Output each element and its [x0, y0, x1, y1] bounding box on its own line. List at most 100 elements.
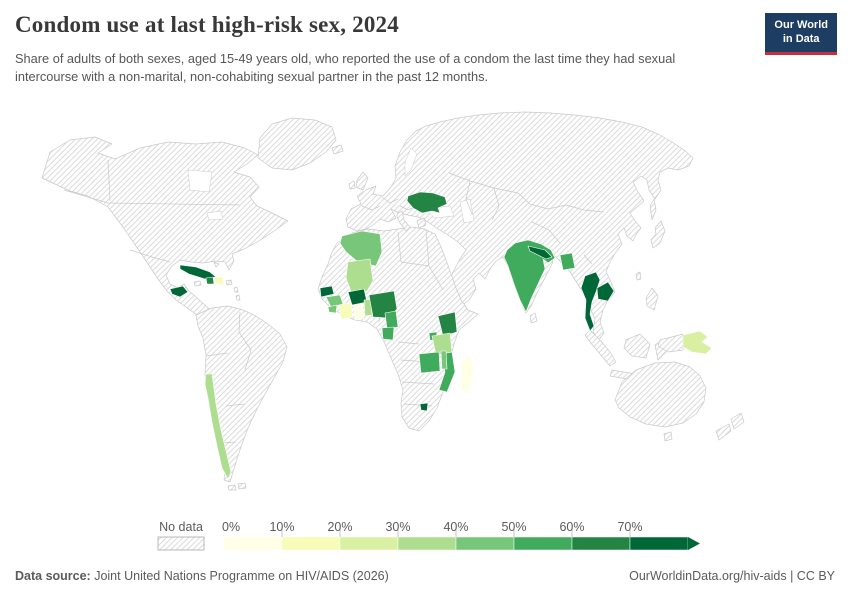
country-cambodia[interactable]	[596, 281, 615, 302]
lake-baltic-sea	[404, 147, 418, 177]
country-guinea[interactable]	[325, 294, 344, 308]
legend-tick-label-70: 70%	[617, 520, 642, 534]
landmass-tasmania	[663, 431, 673, 442]
landmass-japan	[650, 220, 666, 249]
internal-border	[448, 172, 519, 194]
country-ghana[interactable]	[353, 301, 365, 321]
country-haiti[interactable]	[205, 276, 215, 285]
internal-border	[583, 254, 593, 265]
internal-border	[397, 231, 402, 263]
legend-bin-20[interactable]	[339, 536, 399, 551]
internal-border	[205, 352, 229, 357]
country-cameroon[interactable]	[384, 310, 399, 330]
legend-tick-label-50: 50%	[501, 520, 526, 534]
internal-border	[63, 189, 241, 206]
landmass-sakhalin	[649, 198, 657, 221]
country-malawi[interactable]	[440, 350, 448, 370]
landmass-iceland	[331, 144, 344, 155]
internal-border	[381, 196, 399, 204]
landmass-greece	[416, 217, 427, 229]
data-source-label: Data source:	[15, 569, 91, 583]
country-chile[interactable]	[204, 373, 232, 480]
page-title: Condom use at last high-risk sex, 2024	[15, 12, 399, 37]
owid-logo-line1: Our World	[774, 19, 828, 31]
landmass-north-america	[41, 136, 289, 331]
country-india[interactable]	[503, 239, 556, 313]
internal-border	[428, 265, 444, 291]
landmass-philippines	[645, 287, 659, 311]
world-map	[0, 105, 850, 513]
legend-no-data-label: No data	[159, 520, 203, 534]
country-mozambique[interactable]	[438, 351, 456, 393]
chart-subtitle: Share of adults of both sexes, aged 15-4…	[15, 51, 676, 84]
country-sierra-leone[interactable]	[327, 304, 338, 314]
legend-bin-50[interactable]	[513, 536, 573, 551]
legend-tick-label-30: 30%	[385, 520, 410, 534]
legend-tick-label-20: 20%	[327, 520, 352, 534]
country-honduras[interactable]	[169, 285, 189, 298]
country-ukraine[interactable]	[406, 191, 448, 214]
owid-logo[interactable]: Our World in Data	[765, 13, 837, 55]
landmass-tierra-del-fuego	[227, 484, 237, 491]
owid-url-link[interactable]: OurWorldinData.org/hiv-aids | CC BY	[629, 569, 835, 583]
country-cuba[interactable]	[179, 264, 217, 280]
country-lesotho[interactable]	[419, 402, 429, 412]
landmass-jamaica	[193, 280, 202, 287]
legend-bin-70[interactable]	[629, 536, 689, 551]
country-thailand[interactable]	[580, 271, 601, 332]
landmass-falkland-islands	[237, 482, 247, 490]
landmass-lesser-antilles-2	[235, 294, 241, 301]
country-gabon[interactable]	[381, 326, 395, 341]
country-benin[interactable]	[363, 298, 373, 317]
landmass-new-zealand-south	[715, 423, 732, 441]
legend-tick-label-60: 60%	[559, 520, 584, 534]
data-source: Data source: Joint United Nations Progra…	[15, 569, 389, 583]
legend-bin-10[interactable]	[281, 536, 341, 551]
legend-tick-label-10: 10%	[269, 520, 294, 534]
map-legend: No data 0% 10% 20% 30% 40% 50% 60% 70%	[140, 514, 715, 558]
country-zambia[interactable]	[418, 351, 441, 374]
country-kenya[interactable]	[437, 311, 458, 337]
internal-border	[361, 205, 381, 211]
landmass-australia	[614, 361, 707, 428]
lake-great-lakes	[206, 210, 224, 221]
internal-border	[465, 180, 473, 215]
internal-border	[400, 261, 430, 267]
legend-no-data-swatch[interactable]	[157, 536, 205, 551]
internal-border	[129, 249, 171, 263]
landmass-united-kingdom	[355, 171, 369, 191]
country-mali[interactable]	[345, 258, 374, 295]
legend-bin-40[interactable]	[455, 536, 515, 551]
internal-border	[425, 229, 430, 267]
lake-hudson-bay	[187, 169, 213, 193]
landmass-taiwan	[635, 271, 642, 281]
country-nepal[interactable]	[527, 245, 553, 260]
landmass-borneo	[623, 333, 651, 359]
internal-border	[225, 403, 245, 407]
landmass-ireland	[348, 180, 356, 190]
landmass-new-guinea-west	[657, 333, 684, 353]
legend-bin-60[interactable]	[571, 536, 631, 551]
data-source-text: Joint United Nations Programme on HIV/AI…	[90, 569, 389, 583]
country-algeria[interactable]	[339, 230, 383, 267]
landmass-puerto-rico	[225, 279, 233, 286]
chart-footer: Data source: Joint United Nations Progra…	[15, 569, 835, 583]
internal-border	[531, 221, 561, 244]
country-madagascar[interactable]	[460, 355, 475, 393]
landmass-italy	[396, 210, 411, 232]
landmass-sumatra	[584, 329, 617, 367]
legend-bin-0[interactable]	[223, 536, 283, 551]
country-papua-new-guinea[interactable]	[682, 330, 713, 355]
landmass-sri-lanka	[529, 312, 538, 324]
legend-tick-label-40: 40%	[443, 520, 468, 534]
country-bangladesh[interactable]	[559, 252, 576, 271]
legend-bin-30[interactable]	[397, 536, 457, 551]
landmass-greenland	[257, 117, 337, 171]
country-senegal[interactable]	[319, 285, 335, 298]
internal-border	[107, 159, 111, 202]
internal-border	[491, 187, 500, 221]
country-dominican-republic[interactable]	[214, 276, 225, 285]
landmass-new-zealand-north	[730, 412, 745, 430]
country-cote-d-ivoire[interactable]	[338, 302, 354, 320]
